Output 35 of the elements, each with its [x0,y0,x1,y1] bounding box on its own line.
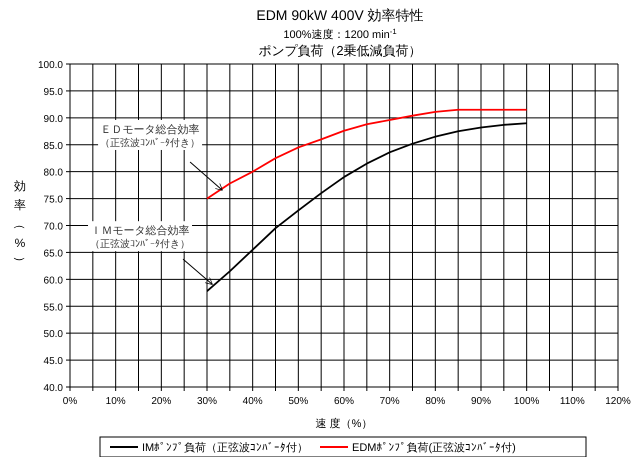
x-tick-label: 0% [62,396,78,407]
chart-subtitle: 100%速度：1200 min$^{-1}$ ポンプ負荷（2乗低減負荷） [258,26,422,58]
x-tick-label: 60% [334,396,354,407]
y-axis-title: 効率（%） [13,179,27,268]
x-tick-label: 90% [470,396,492,407]
x-tick-label: 30% [196,396,218,407]
annotation: ＩＭモータ総合効率（正弦波ｺﾝﾊﾞｰﾀ付き） [90,224,190,250]
y-tick-label: 80.0 [44,168,64,179]
y-tick-label: 90.0 [44,114,64,125]
y-tick-label: 95.0 [44,86,64,98]
annotation: ＥＤモータ総合効率（正弦波ｺﾝﾊﾞｰﾀ付き） [100,122,200,149]
x-tick-label: 80% [425,396,446,407]
y-tick-label: 100.0 [38,60,64,71]
line-series [206,108,528,200]
x-tick-label: 100% [514,396,540,407]
y-tick-label: 70.0 [44,222,64,232]
y-tick-label: 65.0 [44,248,64,260]
x-tick-label: 70% [380,396,400,407]
legend-label: EDMﾎﾟﾝﾌﾟ負荷(正弦波ｺﾝﾊﾞｰﾀ付) [352,441,516,454]
legend-label: IMﾎﾟﾝﾌﾟ負荷（正弦波ｺﾝﾊﾞｰﾀ付） [142,441,308,454]
x-axis-title: 速 度（%） [316,417,372,430]
x-tick-label: 20% [151,396,172,407]
x-tick-label: 120% [605,396,631,407]
x-tick-label: 110% [560,396,585,407]
y-tick-label: 40.0 [44,383,64,394]
y-tick-label: 50.0 [44,329,64,340]
x-tick-label: 10% [106,396,126,407]
y-tick-label: 75.0 [44,194,64,206]
chart-title: EDM 90kW 400V 効率特性 [256,7,424,23]
x-tick-label: 40% [242,396,263,407]
y-tick-label: 60.0 [44,275,64,286]
y-tick-label: 85.0 [44,140,64,152]
x-tick-label: 50% [288,396,308,407]
y-tick-label: 45.0 [44,356,64,368]
y-tick-label: 55.0 [44,302,64,314]
